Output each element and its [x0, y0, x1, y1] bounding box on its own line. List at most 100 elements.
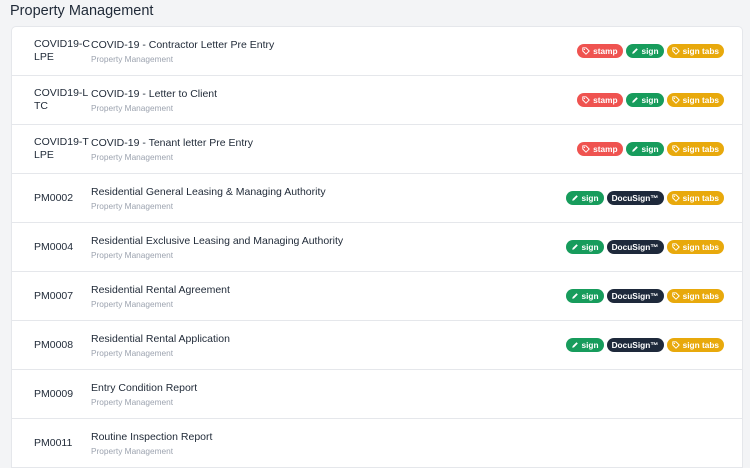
pencil-icon: [571, 194, 579, 202]
badge-group: stamp sign sign tabs: [577, 125, 724, 173]
document-title[interactable]: Residential Exclusive Leasing and Managi…: [91, 235, 344, 247]
document-category: Property Management: [91, 250, 174, 260]
sign-tabs-badge: sign tabs: [666, 338, 724, 352]
table-row[interactable]: COVID19-LTC COVID-19 - Letter to Client Pr…: [12, 76, 742, 125]
badge-label: sign: [581, 242, 599, 252]
document-title[interactable]: COVID-19 - Contractor Letter Pre Entry: [91, 39, 275, 51]
badge-label: DocuSign™: [611, 193, 659, 203]
document-category: Property Management: [91, 201, 174, 211]
docusign-badge: DocuSign™: [606, 240, 664, 254]
badge-group: sign DocuSign™ sign tabs: [565, 321, 724, 369]
document-code: COVID19-CLPE: [34, 38, 91, 63]
pencil-icon: [631, 145, 639, 153]
badge-label: stamp: [593, 46, 618, 56]
badge-group: sign DocuSign™ sign tabs: [565, 272, 724, 320]
document-title[interactable]: COVID-19 - Tenant letter Pre Entry: [91, 137, 254, 149]
badge-label: sign tabs: [682, 46, 719, 56]
badge-label: sign tabs: [682, 340, 719, 350]
sign-badge: sign: [625, 44, 664, 58]
badge-label: sign: [581, 291, 599, 301]
tag-icon: [671, 341, 680, 349]
badge-label: sign tabs: [682, 193, 719, 203]
table-row[interactable]: PM0002 Residential General Leasing & Mana…: [12, 174, 742, 223]
document-title[interactable]: COVID-19 - Letter to Client: [91, 88, 218, 100]
document-category: Property Management: [91, 152, 174, 162]
sign-badge: sign: [625, 93, 664, 107]
document-code: PM0002: [34, 191, 74, 204]
tag-icon: [671, 243, 680, 251]
table-row[interactable]: PM0004 Residential Exclusive Leasing and …: [12, 223, 742, 272]
pencil-icon: [571, 341, 579, 349]
badge-label: sign: [581, 193, 599, 203]
document-title[interactable]: Residential Rental Agreement: [91, 284, 230, 296]
badge-group: stamp sign sign tabs: [577, 76, 724, 124]
tag-icon: [582, 47, 590, 55]
badge-label: sign: [581, 340, 599, 350]
badge-label: sign: [641, 95, 659, 105]
sign-tabs-badge: sign tabs: [666, 289, 724, 303]
tag-icon: [671, 292, 680, 300]
sign-badge: sign: [565, 338, 604, 352]
badge-label: sign tabs: [682, 291, 719, 301]
document-code: PM0011: [34, 436, 73, 449]
pencil-icon: [631, 96, 639, 104]
badge-group: sign DocuSign™ sign tabs: [565, 174, 724, 222]
sign-badge: sign: [565, 289, 604, 303]
tag-icon: [671, 194, 680, 202]
sign-tabs-badge: sign tabs: [666, 240, 724, 254]
badge-label: sign: [641, 46, 659, 56]
badge-label: DocuSign™: [611, 242, 659, 252]
stamp-badge: stamp: [577, 44, 623, 58]
sign-tabs-badge: sign tabs: [666, 142, 724, 156]
table-row[interactable]: PM0011 Routine Inspection Report Property …: [12, 419, 742, 468]
table-row[interactable]: COVID19-CLPE COVID-19 - Contractor Letter…: [12, 27, 742, 76]
stamp-badge: stamp: [577, 93, 623, 107]
document-code: COVID19-LTC: [34, 87, 89, 112]
badge-label: sign: [641, 144, 659, 154]
badge-label: DocuSign™: [611, 340, 659, 350]
docusign-badge: DocuSign™: [606, 289, 664, 303]
docusign-badge: DocuSign™: [606, 191, 664, 205]
document-category: Property Management: [91, 54, 174, 64]
tag-icon: [671, 47, 680, 55]
badge-label: stamp: [593, 95, 618, 105]
document-title[interactable]: Residential General Leasing & Managing A…: [91, 186, 326, 198]
document-category: Property Management: [91, 299, 174, 309]
badge-group: stamp sign sign tabs: [577, 27, 724, 75]
badge-group: sign DocuSign™ sign tabs: [565, 223, 724, 271]
document-category: Property Management: [91, 446, 174, 456]
badge-label: DocuSign™: [611, 291, 659, 301]
sign-badge: sign: [565, 240, 604, 254]
tag-icon: [671, 145, 680, 153]
sign-badge: sign: [565, 191, 604, 205]
pencil-icon: [631, 47, 639, 55]
badge-label: sign tabs: [682, 95, 719, 105]
sign-badge: sign: [625, 142, 664, 156]
sign-tabs-badge: sign tabs: [666, 93, 724, 107]
document-title[interactable]: Routine Inspection Report: [91, 431, 213, 443]
pencil-icon: [571, 292, 579, 300]
table-row[interactable]: PM0009 Entry Condition Report Property Man…: [12, 370, 742, 419]
document-code: PM0009: [34, 387, 74, 400]
badge-label: sign tabs: [682, 144, 719, 154]
tag-icon: [582, 145, 590, 153]
document-list: COVID19-CLPE COVID-19 - Contractor Letter…: [12, 27, 742, 468]
document-title[interactable]: Residential Rental Application: [91, 333, 230, 345]
document-code: PM0004: [34, 240, 74, 253]
table-row[interactable]: PM0008 Residential Rental Application Prop…: [12, 321, 742, 370]
table-row[interactable]: COVID19-TLPE COVID-19 - Tenant letter Pre…: [12, 125, 742, 174]
document-category: Property Management: [91, 397, 174, 407]
docusign-badge: DocuSign™: [606, 338, 664, 352]
badge-label: stamp: [593, 144, 618, 154]
document-code: COVID19-TLPE: [34, 136, 89, 161]
document-category: Property Management: [91, 348, 174, 358]
pencil-icon: [571, 243, 579, 251]
document-code: PM0008: [34, 338, 74, 351]
document-category: Property Management: [91, 103, 174, 113]
table-row[interactable]: PM0007 Residential Rental Agreement Proper…: [12, 272, 742, 321]
document-code: PM0007: [34, 289, 74, 302]
sign-tabs-badge: sign tabs: [666, 44, 724, 58]
stamp-badge: stamp: [577, 142, 623, 156]
document-title[interactable]: Entry Condition Report: [91, 382, 198, 394]
section-title: Property Management: [10, 3, 154, 19]
